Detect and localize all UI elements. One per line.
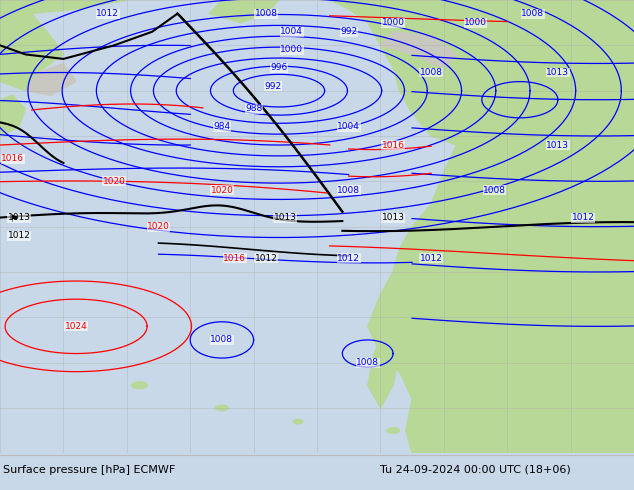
Polygon shape: [495, 272, 571, 371]
Text: Surface pressure [hPa] ECMWF: Surface pressure [hPa] ECMWF: [3, 465, 176, 475]
Text: 996: 996: [270, 64, 288, 73]
Text: 1012: 1012: [337, 254, 360, 263]
Text: 1008: 1008: [420, 68, 443, 77]
Text: 992: 992: [264, 82, 281, 91]
Text: 1016: 1016: [382, 141, 404, 149]
Polygon shape: [0, 95, 25, 136]
Text: ⚑: ⚑: [10, 214, 18, 224]
Polygon shape: [0, 0, 127, 14]
Text: 1012: 1012: [255, 254, 278, 263]
Ellipse shape: [387, 428, 399, 433]
Text: 1013: 1013: [547, 68, 569, 77]
Text: 1012: 1012: [8, 231, 30, 240]
Text: 984: 984: [213, 122, 231, 131]
Text: 1020: 1020: [210, 186, 233, 195]
Text: 1020: 1020: [147, 222, 170, 231]
Text: Tu 24-09-2024 00:00 UTC (18+06): Tu 24-09-2024 00:00 UTC (18+06): [380, 465, 571, 475]
Polygon shape: [368, 272, 406, 408]
Polygon shape: [558, 0, 634, 99]
Text: 1016: 1016: [223, 254, 246, 263]
Text: 1000: 1000: [280, 46, 303, 54]
Text: 1013: 1013: [382, 213, 404, 222]
Text: 1008: 1008: [356, 358, 379, 367]
Text: 1012: 1012: [96, 9, 119, 18]
Text: 1008: 1008: [521, 9, 544, 18]
Ellipse shape: [216, 405, 228, 411]
Polygon shape: [330, 0, 634, 453]
Text: 1000: 1000: [382, 18, 404, 27]
Text: 1012: 1012: [420, 254, 443, 263]
Text: 1013: 1013: [274, 213, 297, 222]
Polygon shape: [380, 32, 456, 68]
Text: 1012: 1012: [572, 213, 595, 222]
Ellipse shape: [131, 382, 147, 389]
Text: 1004: 1004: [337, 122, 360, 131]
Text: 1008: 1008: [255, 9, 278, 18]
Text: 1008: 1008: [483, 186, 506, 195]
Text: 988: 988: [245, 104, 262, 113]
Text: 1024: 1024: [65, 322, 87, 331]
Text: 1013: 1013: [8, 213, 30, 222]
Polygon shape: [25, 64, 76, 95]
Ellipse shape: [293, 419, 302, 424]
Text: 1013: 1013: [547, 141, 569, 149]
Text: 1004: 1004: [280, 27, 303, 36]
Polygon shape: [0, 0, 63, 91]
Text: 1008: 1008: [210, 336, 233, 344]
Text: 1020: 1020: [103, 177, 126, 186]
Polygon shape: [209, 0, 279, 23]
Text: 992: 992: [340, 27, 358, 36]
Text: 1000: 1000: [464, 18, 487, 27]
Text: 1008: 1008: [337, 186, 360, 195]
Text: 1016: 1016: [1, 154, 24, 163]
